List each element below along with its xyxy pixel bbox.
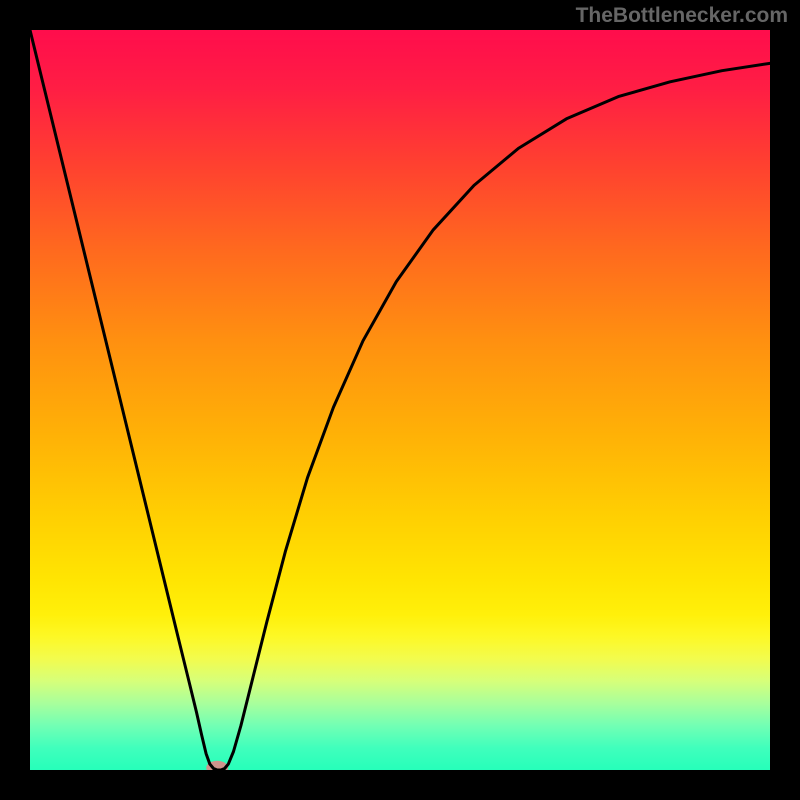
- chart-container: TheBottlenecker.com: [0, 0, 800, 800]
- plot-area: [30, 30, 770, 770]
- watermark-text: TheBottlenecker.com: [576, 4, 788, 28]
- bottleneck-curve-svg: [30, 30, 770, 770]
- bottleneck-curve: [30, 30, 770, 770]
